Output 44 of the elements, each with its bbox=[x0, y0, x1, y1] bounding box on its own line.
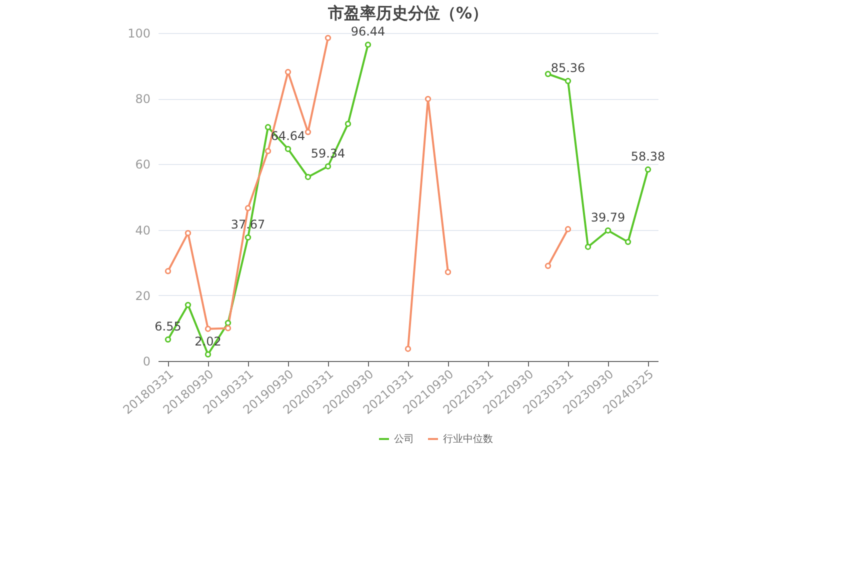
point bbox=[544, 70, 552, 78]
y-tick-label: 40 bbox=[135, 223, 150, 238]
point bbox=[404, 346, 412, 352]
point bbox=[164, 336, 172, 343]
point bbox=[644, 166, 652, 173]
chart-title: 市盈率历史分位（%） bbox=[326, 4, 488, 23]
point bbox=[184, 302, 192, 308]
point bbox=[564, 78, 572, 84]
point bbox=[624, 238, 632, 246]
point bbox=[304, 174, 312, 180]
point bbox=[324, 34, 332, 42]
point bbox=[344, 120, 352, 127]
point bbox=[264, 124, 272, 130]
point bbox=[164, 268, 172, 274]
point bbox=[424, 96, 432, 102]
y-tick-label: 20 bbox=[135, 288, 150, 303]
point bbox=[444, 269, 452, 276]
point bbox=[204, 326, 212, 332]
point bbox=[584, 244, 592, 250]
point bbox=[324, 163, 332, 170]
point bbox=[264, 148, 272, 154]
y-tick-label: 0 bbox=[142, 354, 150, 368]
legend-label: 公司 bbox=[394, 433, 414, 445]
point bbox=[184, 230, 192, 236]
point bbox=[224, 320, 232, 326]
data-label: 58.38 bbox=[630, 150, 666, 164]
point bbox=[284, 68, 292, 76]
point bbox=[244, 205, 252, 212]
point bbox=[224, 325, 232, 332]
point bbox=[204, 351, 212, 358]
point bbox=[244, 234, 252, 241]
data-label: 96.44 bbox=[350, 24, 386, 39]
point bbox=[564, 226, 572, 232]
point bbox=[284, 146, 292, 152]
point bbox=[304, 128, 312, 136]
data-label: 39.79 bbox=[590, 210, 626, 224]
legend-label: 行业中位数 bbox=[443, 433, 493, 445]
y-tick-label: 100 bbox=[128, 26, 150, 40]
y-tick-label: 60 bbox=[135, 158, 150, 172]
point bbox=[544, 262, 552, 269]
data-label: 85.36 bbox=[550, 61, 586, 76]
y-tick-label: 80 bbox=[135, 92, 150, 106]
point bbox=[364, 42, 372, 48]
point bbox=[604, 227, 612, 234]
